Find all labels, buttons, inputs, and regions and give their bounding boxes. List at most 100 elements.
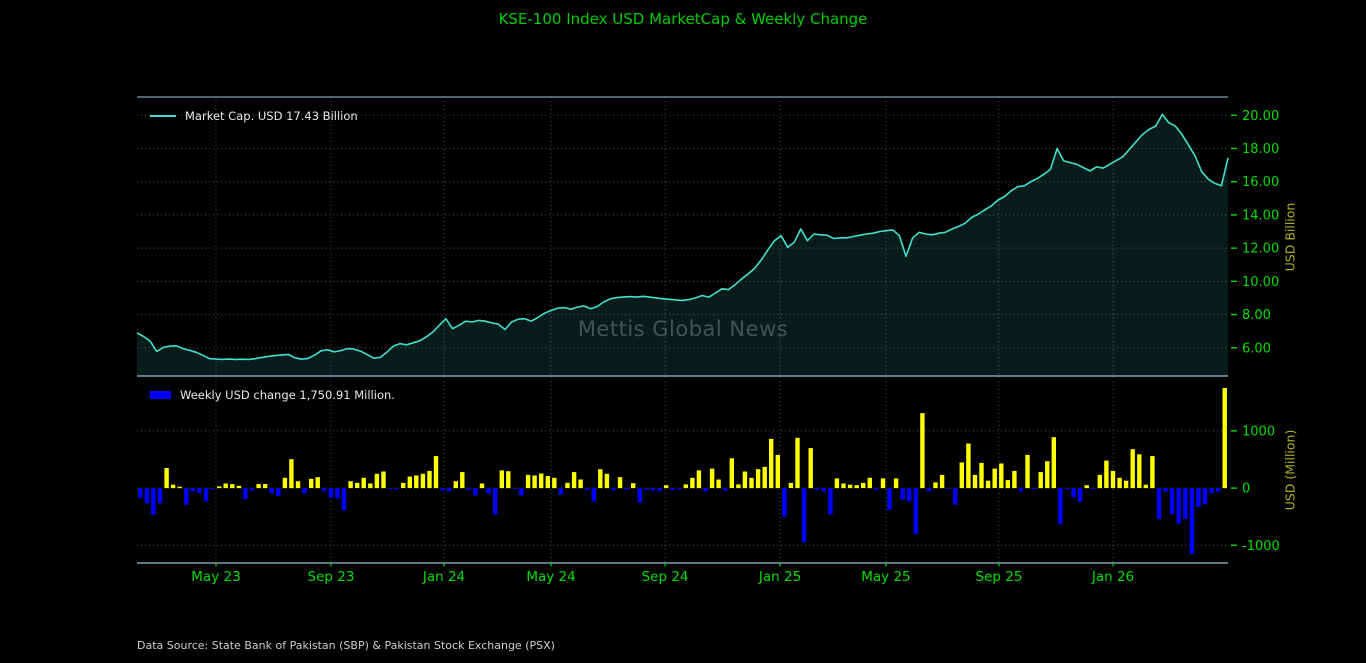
weekly-change-bar (1156, 488, 1162, 519)
weekly-change-bar (1202, 488, 1208, 505)
weekly-change-bar (506, 471, 511, 489)
marketcap-legend: Market Cap. USD 17.43 Billion (150, 109, 358, 123)
weekly-change-bar (578, 479, 583, 489)
weekly-change-bar (236, 485, 242, 489)
weekly-change-bar (565, 482, 570, 488)
weekly-change-bar (138, 488, 143, 498)
weekly-change-bar (1183, 488, 1188, 519)
weekly-change-bar (322, 488, 327, 492)
weekly-change-legend-label: Weekly USD change 1,750.91 Million. (180, 388, 395, 402)
weekly-change-bar (539, 473, 544, 489)
weekly-change-bar (742, 471, 748, 489)
y-tick-label: 18.00 (1242, 142, 1279, 157)
weekly-change-bar (683, 484, 688, 489)
weekly-change-bar (1150, 456, 1155, 489)
watermark: Mettis Global News (577, 317, 789, 341)
weekly-change-bar (315, 477, 320, 489)
weekly-change-bar (433, 456, 439, 489)
weekly-change-bar (256, 484, 261, 489)
weekly-change-bar (1051, 437, 1056, 489)
weekly-change-bar (427, 470, 432, 489)
weekly-change-bar (966, 443, 971, 489)
weekly-change-bar (847, 484, 853, 489)
weekly-change-bar (479, 483, 485, 489)
weekly-change-bar (447, 488, 452, 492)
weekly-change-bar (243, 488, 248, 499)
x-tick-label: Sep 24 (642, 569, 689, 585)
weekly-change-bar (729, 458, 734, 488)
weekly-change-bar (151, 488, 156, 515)
weekly-change-bar (736, 484, 741, 489)
weekly-change-bar (755, 469, 761, 489)
weekly-change-bar (696, 470, 702, 489)
weekly-change-bar (552, 477, 557, 489)
weekly-change-bar (1038, 472, 1043, 489)
right-axis-label-bottom: USD (Million) (1282, 429, 1298, 511)
weekly-change-bar (473, 488, 478, 496)
weekly-change-bar (808, 448, 813, 489)
weekly-change-bar (1097, 474, 1102, 489)
weekly-change-bar (355, 482, 360, 488)
x-tick-label: Sep 25 (976, 569, 1023, 585)
weekly-change-bar (1031, 488, 1037, 490)
weekly-change-bar (493, 488, 498, 515)
x-tick-label: Jan 26 (1091, 569, 1134, 585)
y-tick-label: 20.00 (1242, 109, 1279, 124)
weekly-change-legend: Weekly USD change 1,750.91 Million. (150, 388, 395, 402)
weekly-change-bar (387, 488, 393, 489)
weekly-change-bar (1058, 488, 1063, 525)
weekly-change-bar (1117, 477, 1122, 489)
weekly-change-bar (1025, 454, 1030, 489)
weekly-change-bar (815, 488, 820, 490)
weekly-change-bar (762, 466, 767, 489)
weekly-change-bar (867, 477, 872, 489)
weekly-change-bar (999, 463, 1004, 489)
weekly-change-bar (269, 488, 274, 494)
weekly-change-bar (795, 437, 800, 489)
weekly-change-bar (466, 488, 472, 490)
x-tick-label: May 24 (526, 569, 575, 585)
weekly-change-bar (1196, 488, 1201, 507)
line-swatch-icon (150, 115, 176, 117)
right-axis-label-top: USD Billion (1282, 202, 1298, 272)
weekly-change-bar (716, 479, 721, 489)
marketcap-line (136, 113, 1229, 361)
weekly-change-bar (979, 462, 984, 489)
weekly-change-bar (157, 488, 163, 504)
weekly-change-bar (1163, 488, 1168, 492)
weekly-change-bar (341, 488, 347, 511)
weekly-change-bar (282, 477, 288, 489)
weekly-change-bar (703, 488, 708, 492)
weekly-change-bar (854, 485, 859, 489)
weekly-change-bar (368, 483, 373, 489)
weekly-change-bar (1077, 488, 1083, 502)
weekly-change-bar (309, 478, 314, 488)
weekly-change-bar (749, 477, 754, 489)
weekly-change-bar (525, 474, 531, 489)
weekly-change-bar (598, 469, 603, 489)
y-tick-label: 12.00 (1242, 242, 1279, 257)
weekly-change-bar (939, 474, 945, 489)
weekly-change-bar (861, 482, 866, 488)
weekly-change-bar (197, 488, 202, 494)
weekly-change-bar (926, 488, 932, 492)
y-tick-label: 0 (1242, 482, 1250, 497)
weekly-change-bar (1012, 470, 1017, 489)
weekly-change-bar (302, 488, 307, 494)
weekly-change-bar (1110, 470, 1116, 489)
x-tick-label: Jan 24 (422, 569, 465, 585)
weekly-change-bar (624, 488, 629, 490)
weekly-change-bar (828, 488, 833, 515)
weekly-change-bar (1189, 488, 1195, 554)
weekly-change-bar (1084, 485, 1089, 489)
bar-swatch-icon (150, 391, 171, 399)
weekly-change-bar (249, 488, 255, 491)
weekly-change-bar (184, 488, 189, 505)
weekly-change-bar (1209, 488, 1214, 494)
weekly-change-bar (453, 481, 458, 489)
y-tick-label: 10.00 (1242, 275, 1279, 290)
weekly-change-bar (1005, 480, 1010, 489)
weekly-change-bar (381, 471, 386, 489)
weekly-change-bar (887, 488, 892, 510)
